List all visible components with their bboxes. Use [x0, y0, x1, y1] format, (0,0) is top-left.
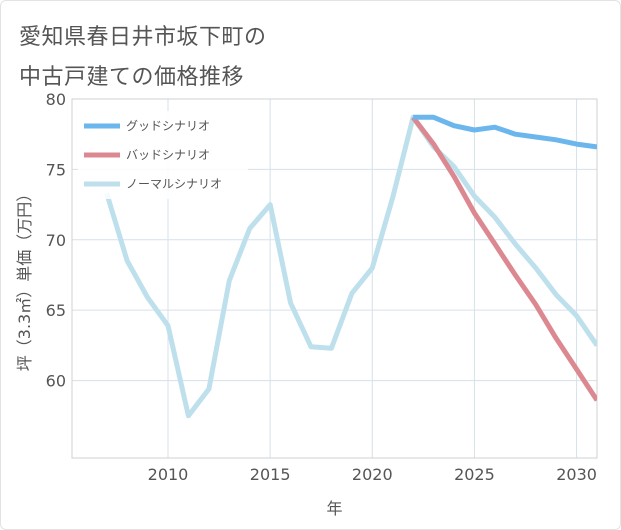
x-axis-title: 年	[326, 499, 342, 518]
y-tick-label: 65	[46, 301, 66, 320]
y-tick-label: 75	[46, 160, 66, 179]
chart-title-line-2: 中古戸建ての価格推移	[19, 65, 245, 90]
x-tick-label: 2015	[250, 465, 291, 484]
legend-entry: ノーマルシナリオ	[126, 177, 222, 191]
plot-border	[71, 98, 598, 459]
y-tick-label: 70	[46, 231, 66, 250]
y-axis-title: 坪（3.3㎡）単価（万円）	[15, 186, 34, 371]
series-lines	[104, 114, 597, 419]
x-tick-label: 2030	[556, 465, 597, 484]
chart-title-line-1: 愛知県春日井市坂下町の	[19, 25, 267, 50]
x-tick-label: 2020	[352, 465, 393, 484]
series-line-good	[413, 114, 597, 150]
y-tick-label: 60	[46, 372, 66, 391]
x-tick-label: 2010	[148, 465, 189, 484]
y-tick-label: 80	[46, 90, 66, 109]
x-tick-label: 2025	[454, 465, 495, 484]
series-line-bad	[411, 115, 597, 402]
legend-entry: バッドシナリオ	[126, 148, 210, 162]
legend-entry: グッドシナリオ	[126, 119, 210, 133]
axis-ticks: 2010 2015 2020 2025 2030 60 65 70 75 80	[46, 90, 597, 484]
series-line-normal	[104, 114, 597, 419]
